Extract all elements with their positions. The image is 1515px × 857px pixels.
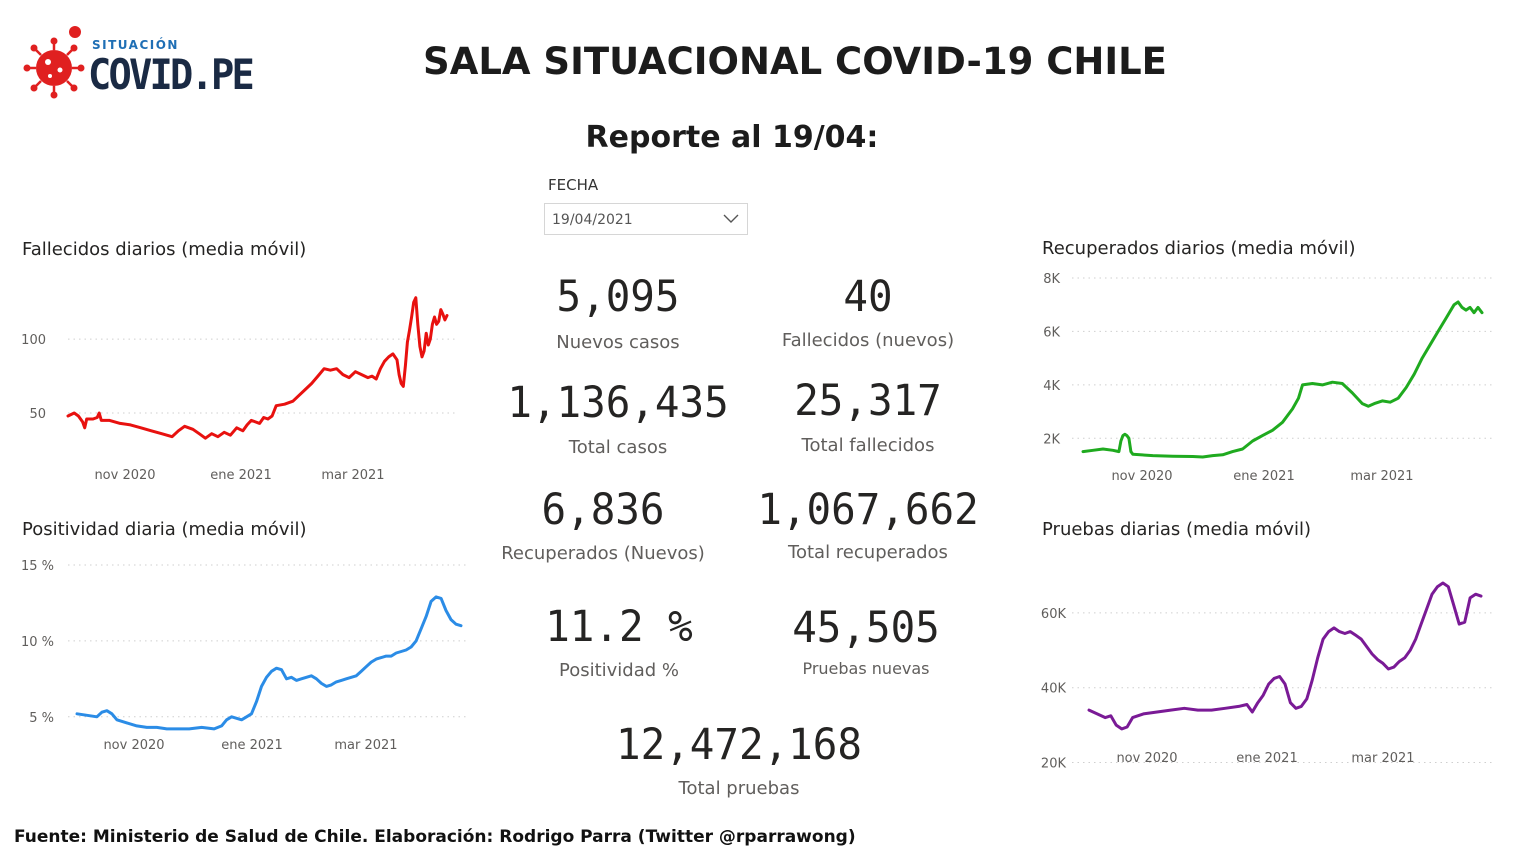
kpi-pruebas-nuevas-value: 45,505 (792, 603, 940, 653)
pruebas-y-tick-label: 40K (1041, 682, 1067, 697)
pruebas-y-tick-label: 60K (1041, 607, 1067, 622)
chart-title-fallecidos: Fallecidos diarios (media móvil) (22, 239, 307, 260)
recuperados-series-line (1081, 300, 1484, 459)
kpi-recuperados-nuevos-value: 6,836 (541, 485, 665, 535)
pruebas-x-tick-label: mar 2021 (1351, 751, 1414, 766)
positividad-x-tick-label: nov 2020 (103, 738, 164, 753)
kpi-nuevos-casos-label: Nuevos casos (556, 332, 680, 353)
fallecidos-y-tick-label: 100 (21, 333, 46, 348)
recuperados-x-tick-label: nov 2020 (1111, 469, 1172, 484)
chart-title-pruebas: Pruebas diarias (media móvil) (1042, 519, 1311, 540)
pruebas-x-tick-label: ene 2021 (1236, 751, 1297, 766)
fallecidos-y-tick-label: 50 (29, 407, 46, 422)
logo-subtitle: SITUACIÓN (92, 38, 179, 52)
chevron-down-icon[interactable] (723, 212, 739, 224)
positividad-y-tick-label: 15 % (21, 559, 54, 574)
recuperados-x-tick-label: mar 2021 (1350, 469, 1413, 484)
logo-text: COVID.PE (88, 50, 255, 99)
report-date-title: Reporte al 19/04: (585, 120, 879, 155)
positividad-series-line (75, 595, 463, 731)
recuperados-x-tick-label: ene 2021 (1233, 469, 1294, 484)
kpi-recuperados-nuevos-label: Recuperados (Nuevos) (501, 543, 705, 564)
recuperados-y-tick-label: 2K (1043, 432, 1060, 447)
kpi-nuevos-casos-value: 5,095 (556, 272, 680, 322)
kpi-fallecidos-nuevos-label: Fallecidos (nuevos) (781, 330, 955, 351)
fallecidos-x-tick-label: mar 2021 (321, 468, 384, 483)
pruebas-x-tick-label: nov 2020 (1116, 751, 1177, 766)
fallecidos-series-line (66, 296, 449, 440)
date-dropdown[interactable]: 19/04/2021 (544, 203, 748, 235)
recuperados-y-tick-label: 4K (1043, 379, 1060, 394)
date-dropdown-value: 19/04/2021 (552, 212, 633, 228)
kpi-total-fallecidos-label: Total fallecidos (801, 435, 935, 456)
kpi-fallecidos-nuevos-value: 40 (843, 272, 893, 322)
virus-icon (23, 26, 85, 99)
kpi-total-casos-value: 1,136,435 (507, 378, 729, 428)
page-title: SALA SITUACIONAL COVID-19 CHILE (423, 40, 1167, 83)
pruebas-y-tick-label: 20K (1041, 757, 1067, 772)
fallecidos-x-tick-label: ene 2021 (210, 468, 271, 483)
kpi-total-pruebas-value: 12,472,168 (616, 720, 862, 770)
positividad-y-tick-label: 10 % (21, 635, 54, 650)
kpi-total-recuperados-label: Total recuperados (788, 542, 948, 563)
kpi-positividad-label: Positividad % (558, 660, 680, 681)
logo: SITUACIÓN COVID.PE (20, 24, 255, 104)
chart-title-recuperados: Recuperados diarios (media móvil) (1042, 238, 1356, 259)
kpi-total-casos-label: Total casos (568, 437, 668, 458)
kpi-total-recuperados-value: 1,067,662 (757, 485, 979, 535)
kpi-positividad-value: 11.2 % (545, 602, 693, 652)
kpi-pruebas-nuevas-label: Pruebas nuevas (802, 659, 930, 678)
positividad-x-tick-label: ene 2021 (221, 738, 282, 753)
fallecidos-x-tick-label: nov 2020 (94, 468, 155, 483)
date-filter-label: FECHA (548, 176, 599, 194)
positividad-y-tick-label: 5 % (29, 711, 54, 726)
positividad-x-tick-label: mar 2021 (334, 738, 397, 753)
kpi-total-pruebas-label: Total pruebas (678, 778, 800, 799)
pruebas-series-line (1087, 581, 1483, 731)
kpi-total-fallecidos-value: 25,317 (794, 376, 942, 426)
recuperados-y-tick-label: 6K (1043, 325, 1060, 340)
footer-source: Fuente: Ministerio de Salud de Chile. El… (14, 827, 856, 847)
recuperados-y-tick-label: 8K (1043, 272, 1060, 287)
chart-title-positividad: Positividad diaria (media móvil) (22, 519, 307, 540)
